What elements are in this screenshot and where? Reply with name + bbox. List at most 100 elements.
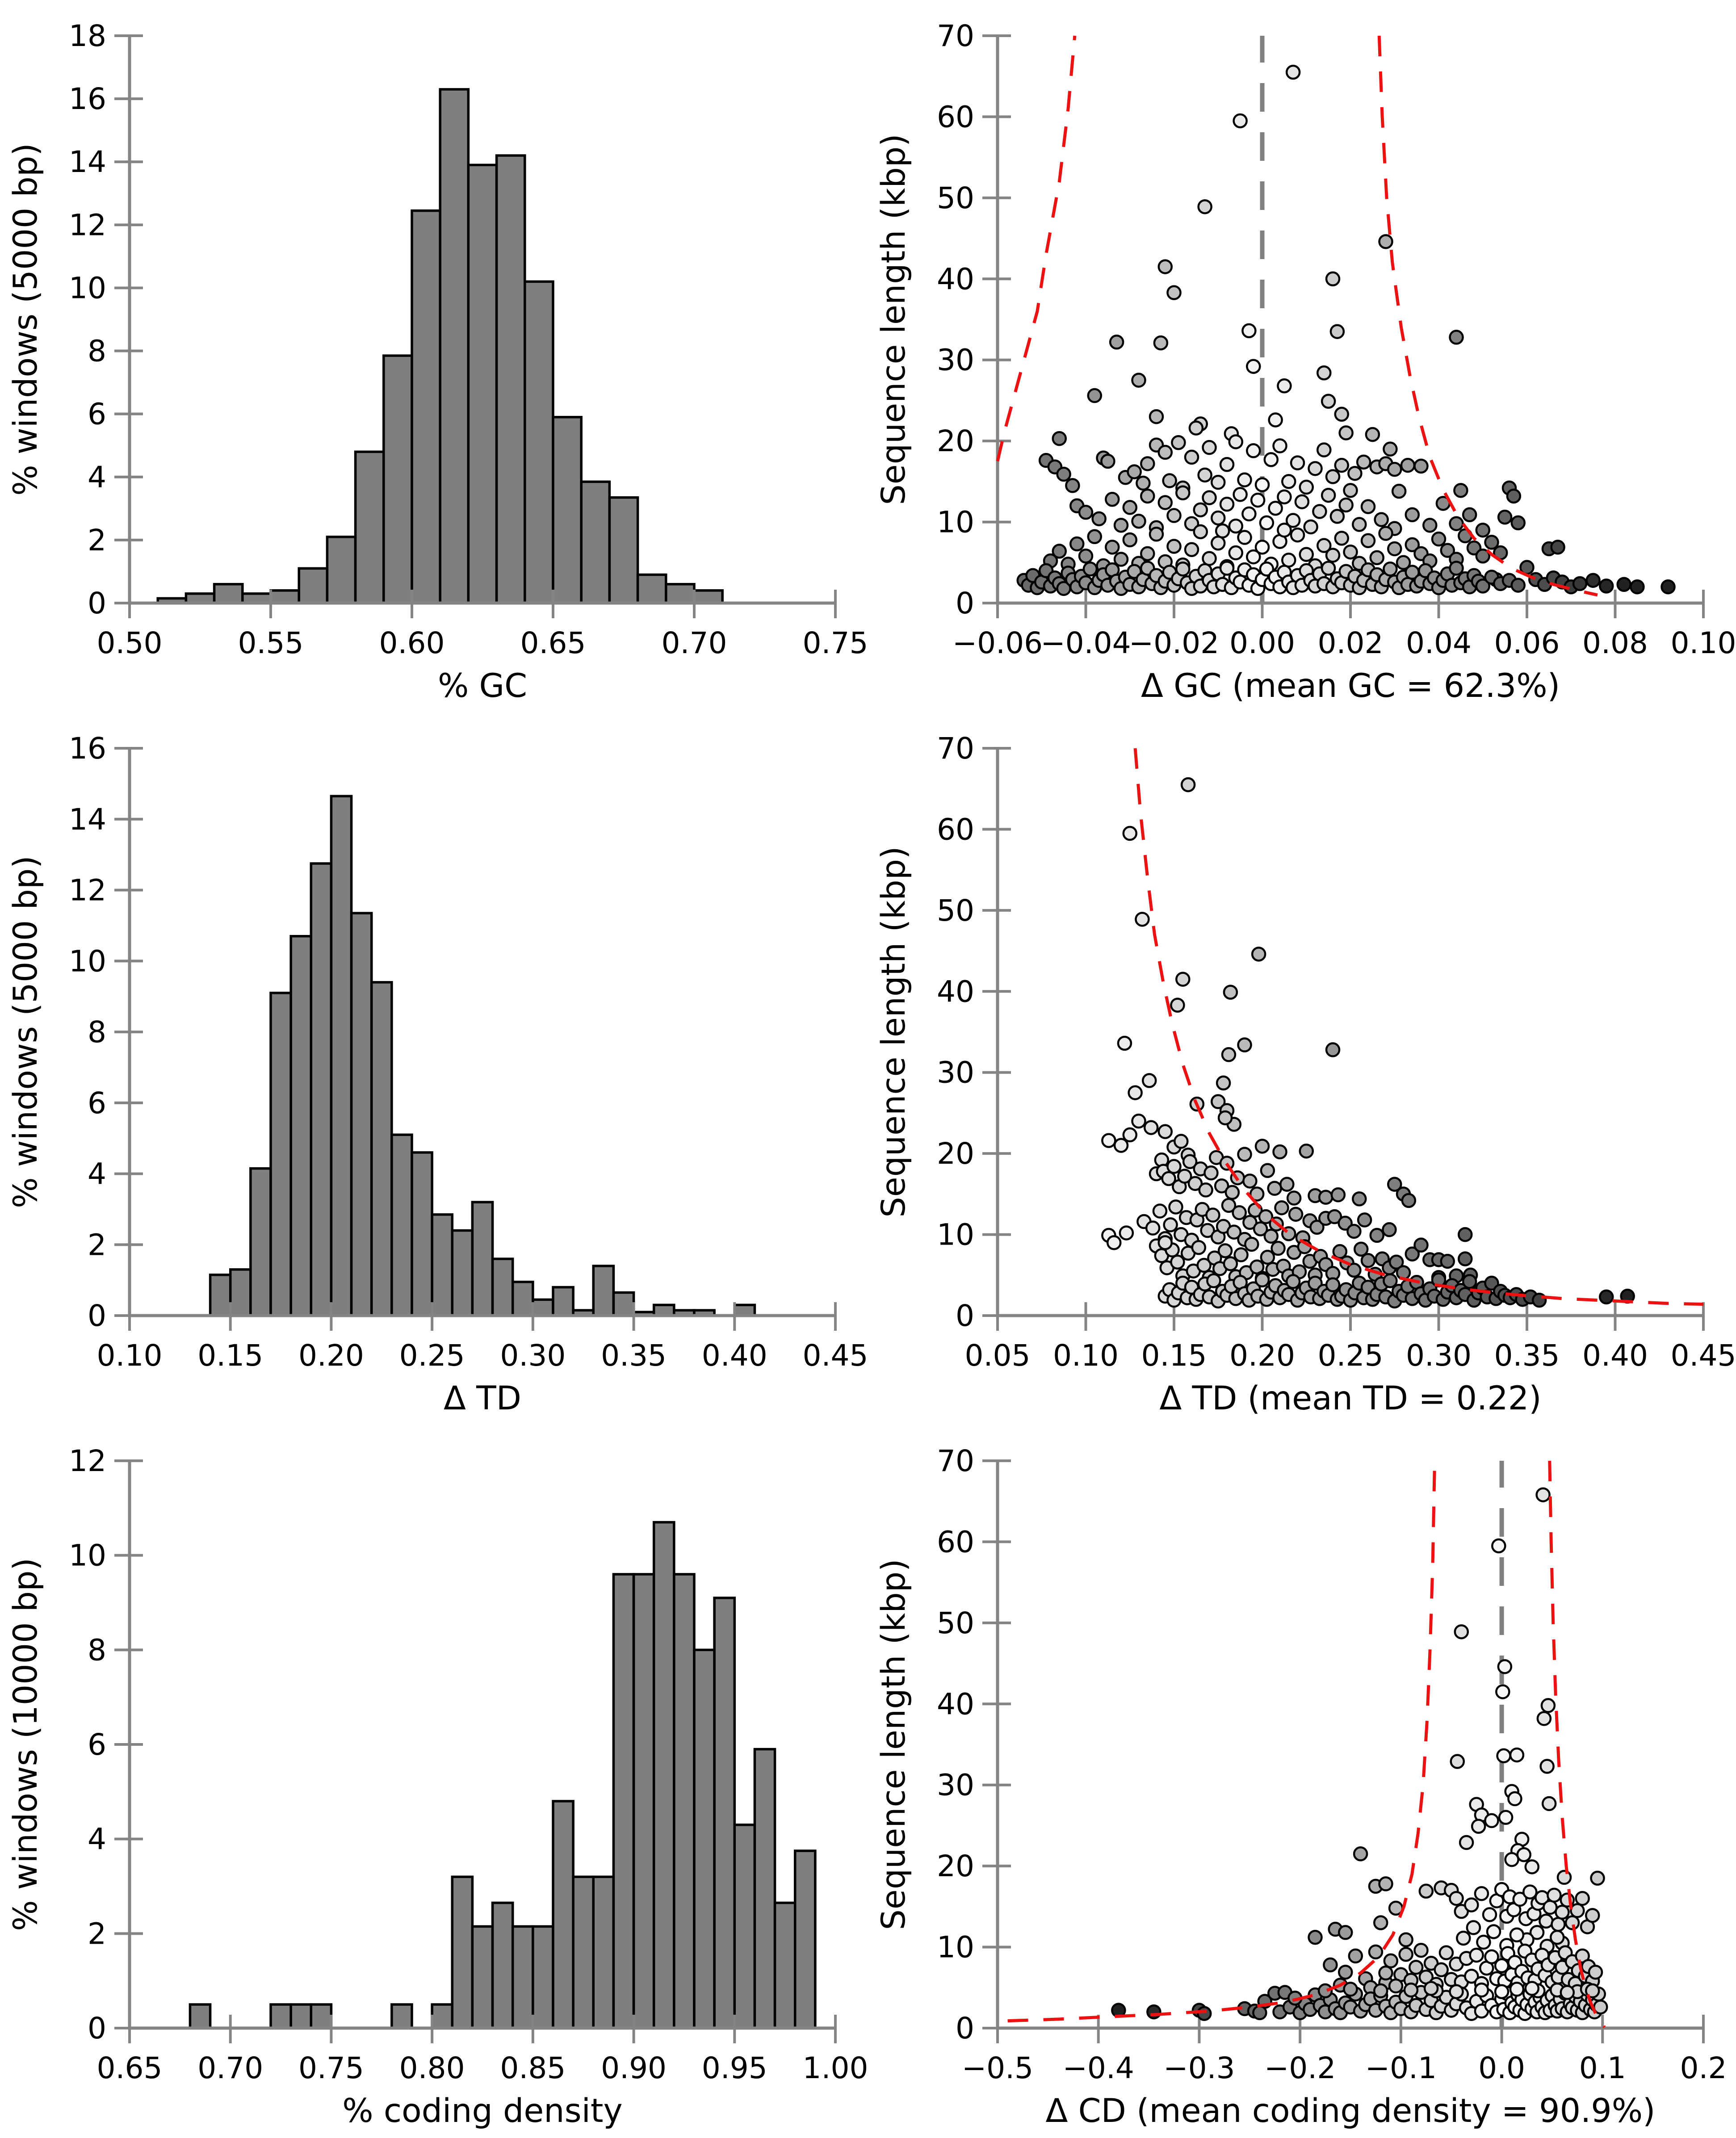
histogram-bar (673, 1573, 696, 2029)
histogram-bar (733, 1824, 756, 2029)
scatter-point (1268, 500, 1283, 516)
scatter-point (1254, 1272, 1270, 1287)
scatter-point (1365, 427, 1380, 442)
scatter-point (1228, 545, 1243, 561)
scatter-point (1260, 1249, 1275, 1265)
histogram-bar (289, 2003, 313, 2029)
scatter-point (1449, 1891, 1464, 1906)
histogram-bar (552, 1286, 574, 1317)
scatter-point (1197, 467, 1212, 483)
y-axis-label: % windows (5000 bp) (7, 855, 45, 1208)
scatter-point (1202, 490, 1217, 505)
scatter-point (1143, 1120, 1159, 1135)
scatter-point (1078, 549, 1094, 564)
scatter-point (1599, 1289, 1614, 1305)
scatter-point (1128, 1085, 1143, 1100)
scatter-point (1131, 1113, 1146, 1129)
scatter-point (1223, 985, 1238, 1000)
scatter-point (1140, 546, 1155, 562)
scatter-point (1353, 1241, 1369, 1257)
histogram-bar (632, 1573, 655, 2029)
y-tick-label: 2 (88, 523, 106, 558)
scatter-point (1219, 457, 1235, 472)
scatter-point (1524, 1981, 1540, 1996)
scatter-point (1550, 540, 1565, 555)
histogram-bar (451, 1875, 474, 2029)
scatter-point (1360, 533, 1376, 549)
scatter-point (1206, 1273, 1221, 1288)
y-tick-label: 10 (937, 1930, 974, 1965)
histogram-bar (411, 209, 441, 604)
scatter-point (1431, 531, 1447, 547)
scatter-point (1119, 1225, 1134, 1241)
gc-histogram-plot: 0.50 0.55 0.60 0.65 0.70 0.75 0 2 4 6 8 10 12 14 16 18%… (7, 19, 868, 705)
histogram-bar (382, 354, 413, 604)
scatter-point (1325, 548, 1341, 563)
scatter-point (1434, 1962, 1449, 1978)
scatter-point (1277, 378, 1292, 394)
scatter-point (1309, 1220, 1325, 1235)
scatter-point (1630, 579, 1645, 595)
scatter-point (1450, 1754, 1465, 1769)
histogram-bar (471, 1925, 494, 2029)
gc-scatter-plot: −0.06−0.04−0.02 0.00 0.02 0.04 0.06 0.08 0.10 0… (875, 19, 1736, 705)
scatter-point (1475, 549, 1490, 564)
scatter-point (1187, 1176, 1203, 1191)
y-tick-label: 2 (88, 1228, 106, 1262)
scatter-point (1149, 527, 1164, 542)
scatter-point (1474, 1982, 1489, 1998)
scatter-point (1127, 464, 1142, 479)
histogram-bar (431, 2003, 454, 2029)
y-axis-label: % windows (5000 bp) (7, 143, 45, 495)
scatter-point (1122, 500, 1137, 515)
scatter-point (1482, 1907, 1497, 1922)
y-tick-label: 4 (88, 1157, 106, 1191)
scatter-point (1405, 507, 1420, 522)
scatter-point (1285, 513, 1301, 528)
histogram-bar (693, 1648, 716, 2029)
histogram-bar (511, 1925, 534, 2029)
scatter-point (1382, 1222, 1397, 1237)
scatter-point (1122, 1127, 1137, 1143)
scatter-point (1259, 515, 1275, 531)
scatter-point (1464, 1897, 1479, 1912)
scatter-point (1157, 495, 1173, 510)
scatter-point (1343, 483, 1358, 498)
y-tick-label: 0 (956, 586, 974, 620)
td-scatter-axes-layer: 0.05 0.10 0.15 0.20 0.25 0.30 0.35 0.40 0.45 0 10 2… (875, 731, 1736, 1417)
scatter-point (1510, 578, 1526, 593)
confidence-threshold-curve (1133, 748, 1704, 1306)
x-tick-label: 0.65 (520, 626, 586, 660)
scatter-point (1228, 434, 1243, 449)
scatter-point (1449, 561, 1464, 576)
histogram-bar (511, 1280, 534, 1317)
x-tick-label: 0.70 (662, 626, 727, 660)
histogram-bar (269, 589, 300, 604)
x-tick-label: 0.20 (298, 1338, 364, 1373)
scatter-point (1564, 1915, 1580, 1930)
x-tick-label: 0.75 (298, 2051, 364, 2085)
scatter-point (1290, 455, 1305, 470)
histogram-bar (310, 2003, 333, 2029)
x-tick-label: 0.04 (1406, 626, 1472, 660)
scatter-point (1325, 271, 1341, 287)
scatter-point (1405, 537, 1420, 553)
x-tick-label: −0.1 (1365, 2051, 1437, 2085)
scatter-point (1117, 1035, 1132, 1051)
scatter-point (1343, 1982, 1358, 1997)
histogram-bar (793, 1849, 817, 2029)
scatter-point (1661, 579, 1676, 595)
scatter-point (1509, 1747, 1525, 1763)
scatter-point (1466, 1920, 1481, 1935)
scatter-point (1462, 1274, 1477, 1289)
x-tick-label: 0.06 (1494, 626, 1560, 660)
scatter-point (1233, 487, 1248, 502)
scatter-point (1249, 1186, 1265, 1202)
scatter-point (1398, 1947, 1413, 1962)
histogram-bar (310, 862, 333, 1317)
scatter-point (1378, 234, 1393, 249)
scatter-point (1109, 335, 1124, 350)
scatter-point (1263, 1228, 1279, 1244)
histogram-bar (471, 1201, 494, 1317)
scatter-point (1332, 1244, 1348, 1259)
